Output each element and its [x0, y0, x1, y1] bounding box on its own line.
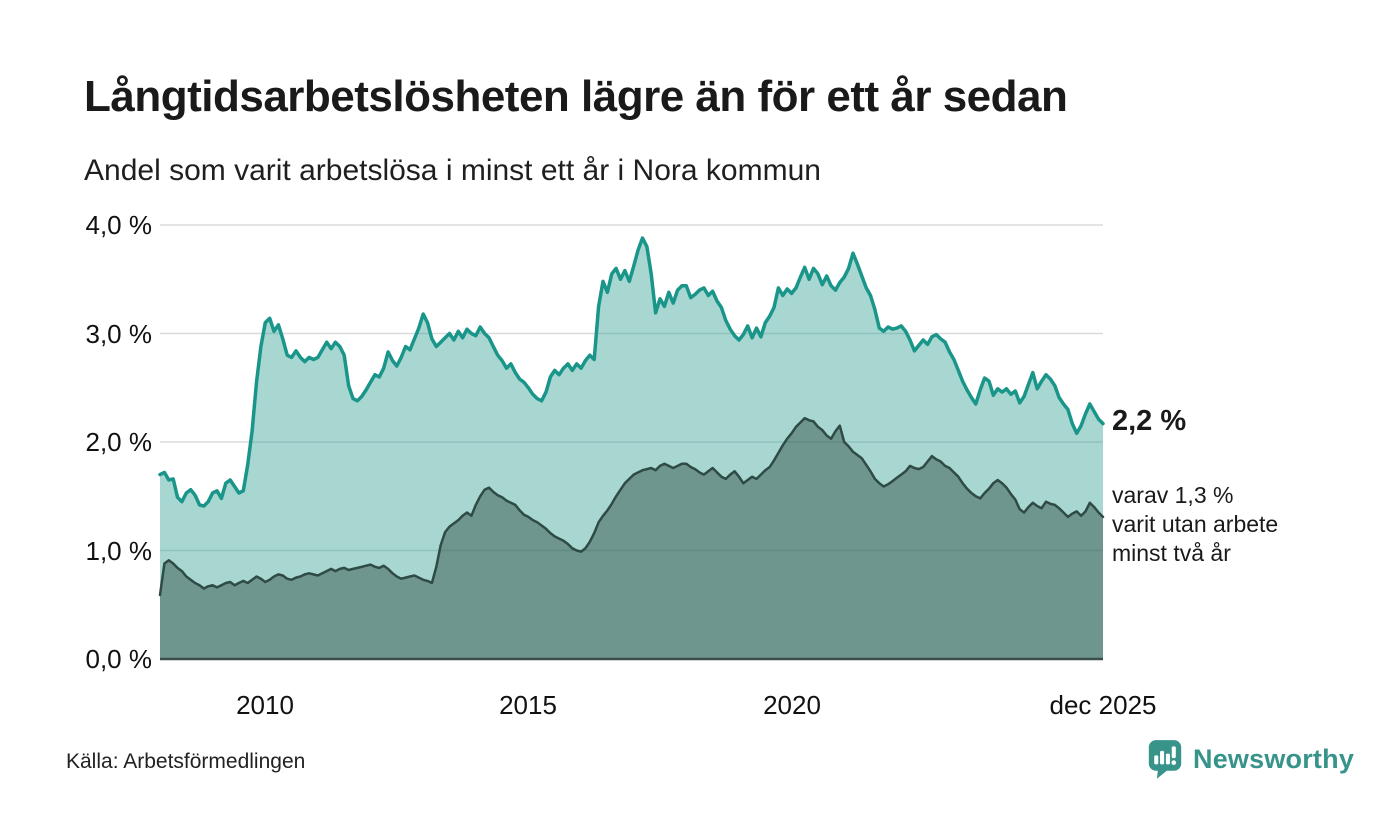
x-tick-label: 2015 [499, 690, 557, 720]
y-tick-label: 4,0 % [85, 210, 153, 240]
area-fill-minst-tva-ar [160, 418, 1103, 659]
newsworthy-logo: Newsworthy [1147, 738, 1354, 780]
area-fill-minst-ett-ar [160, 238, 1103, 659]
series-line-minst-tva-ar [158, 416, 1105, 597]
newsworthy-bars-icon [1148, 740, 1182, 779]
newsworthy-wordmark: Newsworthy [1193, 743, 1355, 774]
x-tick-label: dec 2025 [1049, 690, 1157, 720]
y-tick-label: 3,0 % [85, 318, 153, 349]
end-annotation-line: minst två år [1112, 540, 1231, 566]
y-tick-label: 0,0 % [85, 644, 153, 674]
end-annotation-line: varav 1,3 % [1112, 482, 1234, 508]
series-line-minst-ett-ar [158, 236, 1105, 508]
x-tick-label: 2020 [763, 690, 821, 720]
end-annotation-line: varit utan arbete [1112, 511, 1279, 537]
end-annotation: varav 1,3 % varit utan arbete minst två … [1112, 481, 1278, 568]
y-tick-label: 2,0 % [85, 427, 153, 457]
end-value-label: 2,2 % [1112, 405, 1187, 437]
y-tick-label: 1,0 % [85, 535, 153, 566]
x-tick-label: 2010 [236, 690, 294, 720]
page-subtitle: Andel som varit arbetslösa i minst ett å… [84, 154, 821, 187]
page-title: Långtidsarbetslösheten lägre än för ett … [84, 72, 1068, 121]
source-note: Källa: Arbetsförmedlingen [66, 750, 306, 773]
